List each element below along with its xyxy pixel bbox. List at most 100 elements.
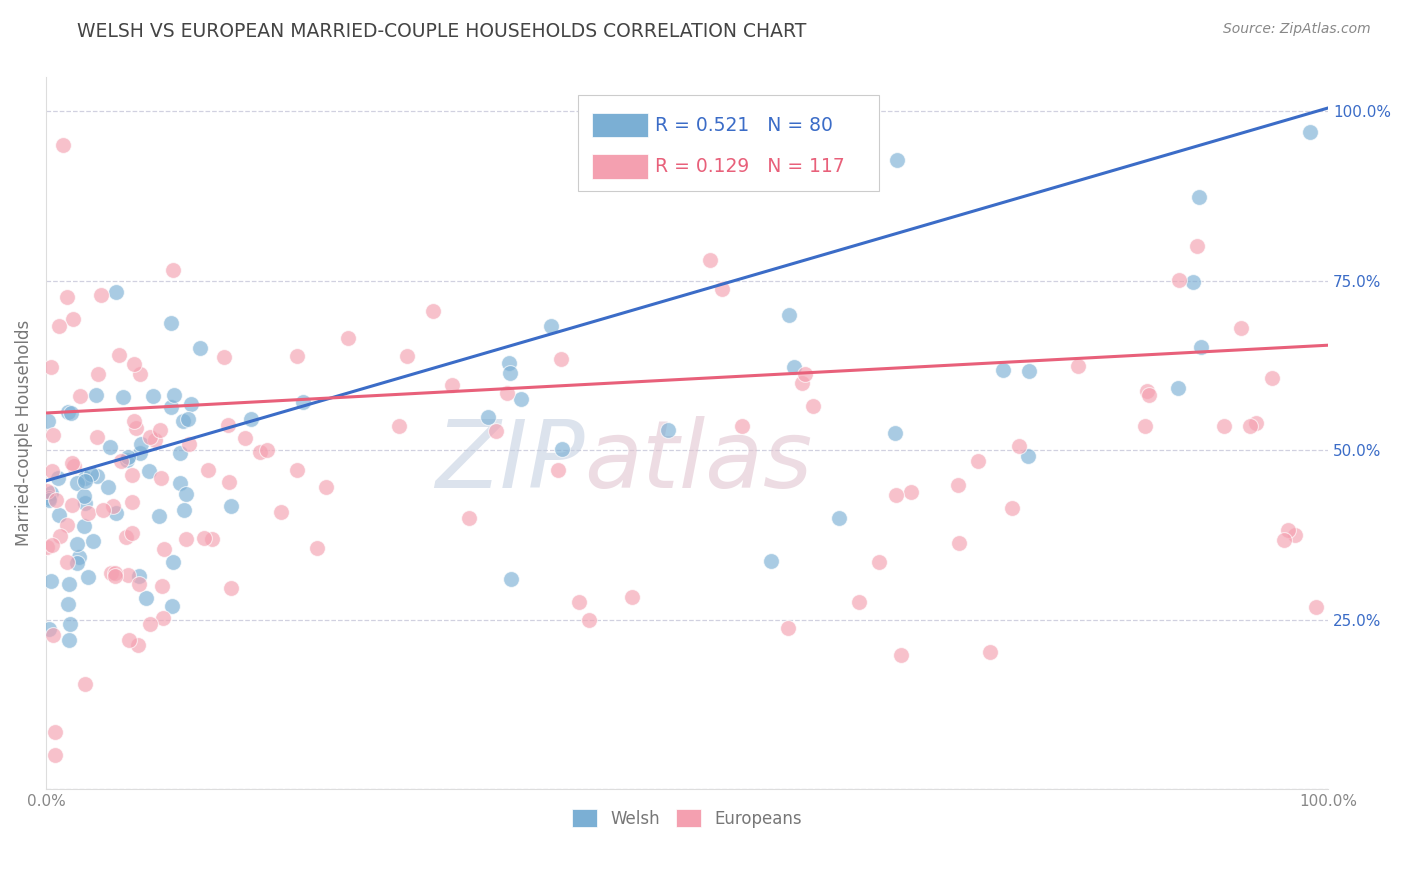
Point — [177, 411, 200, 425]
Point — [35, 540, 58, 554]
Point — [139, 429, 162, 443]
Point — [160, 599, 183, 613]
Point — [97, 480, 120, 494]
Point — [1167, 381, 1189, 395]
Point — [477, 409, 499, 424]
Point — [620, 591, 643, 605]
Point — [509, 392, 531, 407]
Point — [163, 388, 186, 402]
Text: ZIP: ZIP — [434, 417, 585, 508]
Point — [38, 491, 60, 505]
Point — [44, 724, 66, 739]
Point — [177, 436, 200, 450]
Point — [121, 467, 143, 482]
Point — [1188, 189, 1211, 203]
Point — [172, 414, 194, 428]
Point — [122, 357, 145, 371]
Point — [197, 463, 219, 477]
Point — [305, 541, 328, 555]
Point — [48, 508, 70, 522]
Point — [62, 312, 84, 326]
Point — [125, 421, 148, 435]
Point — [150, 471, 173, 485]
Point — [143, 433, 166, 447]
Point — [59, 617, 82, 632]
Point — [129, 368, 152, 382]
Point — [883, 425, 905, 440]
Point — [219, 581, 242, 595]
Point — [270, 505, 292, 519]
Point — [39, 359, 62, 374]
Point — [778, 621, 800, 635]
Text: R = 0.129   N = 117: R = 0.129 N = 117 — [655, 157, 845, 176]
Point — [150, 579, 173, 593]
Point — [1067, 359, 1090, 373]
Point — [42, 628, 65, 642]
Point — [1167, 273, 1189, 287]
Point — [104, 566, 127, 581]
Point — [1272, 533, 1295, 547]
Point — [457, 511, 479, 525]
Point — [152, 541, 174, 556]
Point — [699, 253, 721, 268]
Point — [578, 613, 600, 627]
Point — [142, 389, 165, 403]
Point — [388, 418, 411, 433]
Point — [75, 677, 97, 691]
Point — [55, 289, 77, 303]
Point — [91, 502, 114, 516]
Point — [128, 576, 150, 591]
Point — [551, 442, 574, 457]
Point — [135, 591, 157, 606]
Point — [550, 351, 572, 366]
Point — [149, 424, 172, 438]
Point — [1305, 599, 1327, 614]
Point — [568, 595, 591, 609]
Point — [128, 568, 150, 582]
Point — [193, 531, 215, 545]
Point — [174, 533, 197, 547]
Point — [180, 396, 202, 410]
Text: WELSH VS EUROPEAN MARRIED-COUPLE HOUSEHOLDS CORRELATION CHART: WELSH VS EUROPEAN MARRIED-COUPLE HOUSEHO… — [77, 22, 807, 41]
FancyBboxPatch shape — [578, 95, 880, 191]
Point — [657, 423, 679, 437]
Point — [422, 304, 444, 318]
Point — [159, 316, 181, 330]
Point — [129, 436, 152, 450]
Point — [38, 622, 60, 636]
Point — [127, 638, 149, 652]
Point — [77, 506, 100, 520]
Point — [72, 519, 94, 533]
Point — [100, 566, 122, 580]
Point — [285, 463, 308, 477]
Point — [292, 395, 315, 409]
Point — [991, 362, 1014, 376]
Point — [104, 569, 127, 583]
Point — [44, 748, 66, 763]
Legend: Welsh, Europeans: Welsh, Europeans — [565, 803, 808, 834]
Point — [128, 446, 150, 460]
Point — [110, 453, 132, 467]
Point — [169, 446, 191, 460]
Point — [848, 595, 870, 609]
Point — [256, 442, 278, 457]
Point — [828, 511, 851, 525]
Point — [711, 281, 734, 295]
Point — [39, 574, 62, 588]
Point — [115, 452, 138, 467]
Point — [148, 508, 170, 523]
Point — [499, 572, 522, 586]
FancyBboxPatch shape — [592, 154, 648, 178]
Point — [1244, 416, 1267, 430]
Point — [868, 555, 890, 569]
Point — [900, 485, 922, 500]
Point — [66, 556, 89, 570]
Point — [285, 349, 308, 363]
Point — [783, 359, 806, 374]
Point — [66, 476, 89, 491]
Point — [84, 388, 107, 402]
Point — [66, 537, 89, 551]
Point — [101, 499, 124, 513]
Point — [1261, 371, 1284, 385]
Point — [249, 444, 271, 458]
